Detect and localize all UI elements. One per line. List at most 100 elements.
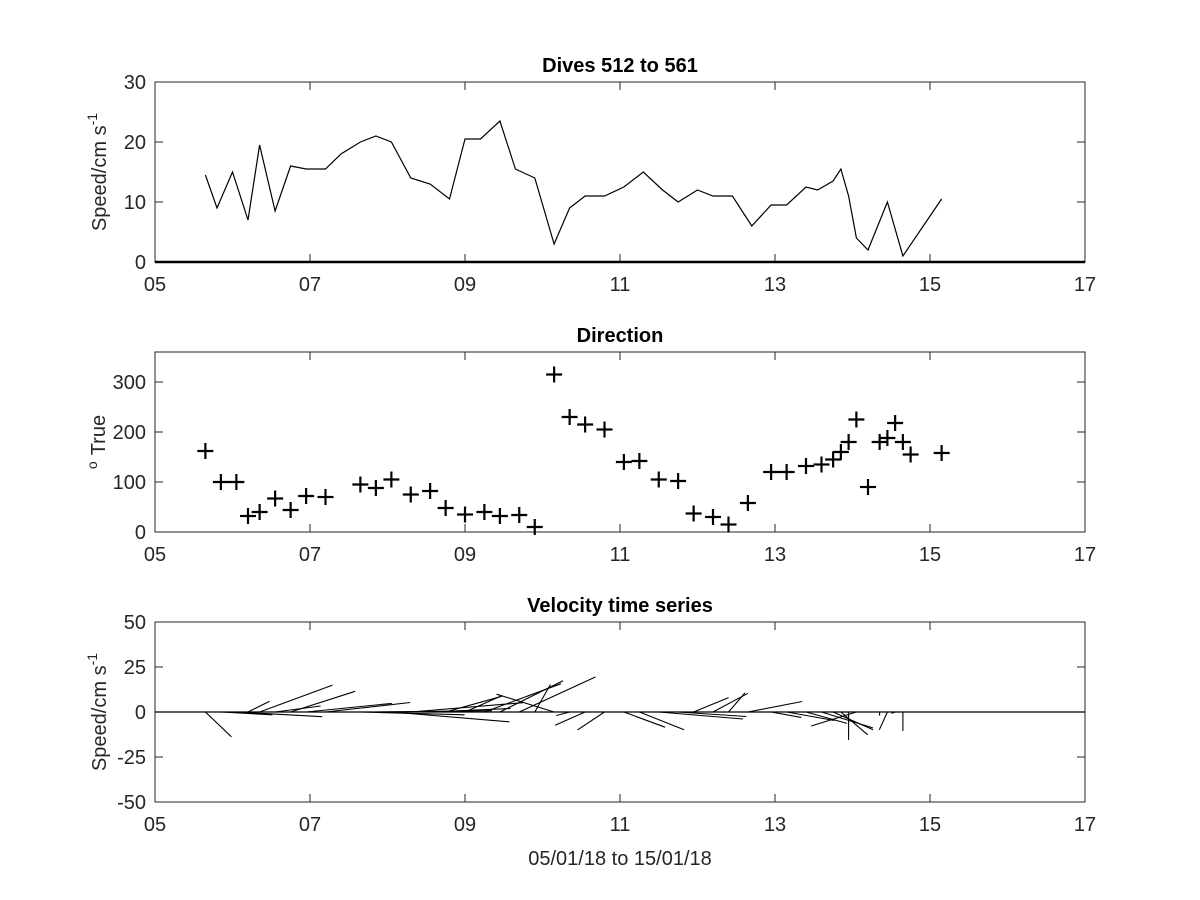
velocity-stick [678,711,747,718]
velocity-panel: 05 07 09 11 13 15 17 -50 -25 0 25 50 Velocity time s… [84,595,1096,870]
velocity-stick [623,711,666,728]
velocity-ytick-label: 25 [124,657,146,679]
velocity-stick [259,684,333,713]
speed-ytick-label: 30 [124,72,146,94]
direction-ylabel: o True [84,415,110,469]
direction-point [871,434,888,450]
direction-point [596,421,613,438]
direction-point [546,366,563,383]
velocity-xtick-label: 17 [1074,814,1096,836]
velocity-stick [554,711,586,726]
speed-ylabel-text: Speed/cm s [89,125,111,231]
velocity-stick [878,711,888,731]
velocity-stick [639,711,685,731]
direction-point [457,506,473,523]
direction-point [251,504,268,520]
direction-ytick-label: 300 [113,372,146,394]
velocity-ylabel-text: Speed/cm s [89,665,111,771]
velocity-stick [805,711,848,724]
velocity-stick [728,692,746,713]
velocity-stick [306,702,392,713]
direction-point [798,458,814,474]
velocity-stick [747,700,803,713]
speed-axes-box [154,81,1086,263]
velocity-stick [391,711,510,723]
velocity-stick [556,711,570,717]
direction-point [491,508,508,524]
direction-point [739,495,756,511]
speed-ylabel-superscript: -1 [84,113,100,126]
velocity-xtick-label: 05 [144,814,166,836]
velocity-stick [693,697,729,713]
direction-xtick-label: 05 [144,544,166,566]
direction-point [848,411,865,428]
velocity-ytick-label: 50 [124,612,146,634]
velocity-ytick-label: 0 [135,702,146,724]
velocity-stick [658,711,744,720]
direction-point [577,416,594,433]
speed-xtick-label: 15 [919,274,941,296]
direction-point [352,476,369,493]
direction-point [298,488,315,504]
speed-xtick-label: 05 [144,274,166,296]
velocity-stick [891,711,896,714]
direction-point [813,456,830,473]
speed-xtick-label: 07 [299,274,321,296]
direction-point [631,453,648,469]
velocity-stick [519,676,596,713]
direction-point [476,504,493,520]
direction-point [860,479,876,495]
direction-title: Direction [577,325,664,347]
direction-point [778,464,795,480]
speed-series-line [204,119,943,258]
direction-point [720,516,737,533]
velocity-stick [220,711,273,716]
direction-point [402,486,419,503]
velocity-stick [290,690,356,713]
speed-ylabel: Speed/cm s-1 [84,113,111,231]
direction-point [685,505,702,522]
direction-point [437,500,454,516]
velocity-stick [236,711,323,718]
speed-xtick-label: 11 [610,274,631,296]
speed-ytick-label: 10 [124,192,146,214]
direction-point [879,430,896,446]
direction-ytick-label: 200 [113,422,146,444]
direction-xtick-label: 15 [919,544,941,566]
velocity-stick [577,711,605,731]
velocity-stick [496,693,555,713]
direction-point [228,474,245,490]
velocity-xtick-label: 15 [919,814,941,836]
direction-point [197,443,214,459]
direction-point [705,509,721,525]
direction-point [933,445,950,461]
direction-point [615,454,632,470]
direction-xtick-label: 17 [1074,544,1096,566]
direction-point [763,464,780,480]
direction-xtick-label: 11 [610,544,631,566]
direction-ylabel-text: True [88,415,110,455]
direction-point [561,409,578,425]
velocity-title: Velocity time series [527,595,713,617]
direction-point [267,490,284,507]
direction-point [670,473,687,489]
speed-panel: 05 07 09 11 13 15 17 0 10 20 30 Dives 512 to 561 Spe… [84,55,1096,296]
direction-point [367,480,384,496]
velocity-stick [275,705,321,713]
velocity-ytick-label: -50 [117,792,146,814]
velocity-ylabel: Speed/cm s-1 [84,653,111,771]
direction-point [212,474,229,490]
velocity-stick [771,711,802,718]
velocity-stick [464,695,501,713]
direction-point [317,489,334,505]
direction-point [902,446,919,463]
direction-ytick-label: 100 [113,472,146,494]
direction-xtick-label: 09 [454,544,476,566]
speed-xtick-label: 17 [1074,274,1096,296]
direction-point [526,519,543,535]
direction-point [825,451,842,468]
direction-panel: 05 07 09 11 13 15 17 0 100 200 300 Direction o True [84,325,1096,566]
velocity-xtick-label: 11 [610,814,631,836]
velocity-ylabel-superscript: -1 [84,653,100,666]
